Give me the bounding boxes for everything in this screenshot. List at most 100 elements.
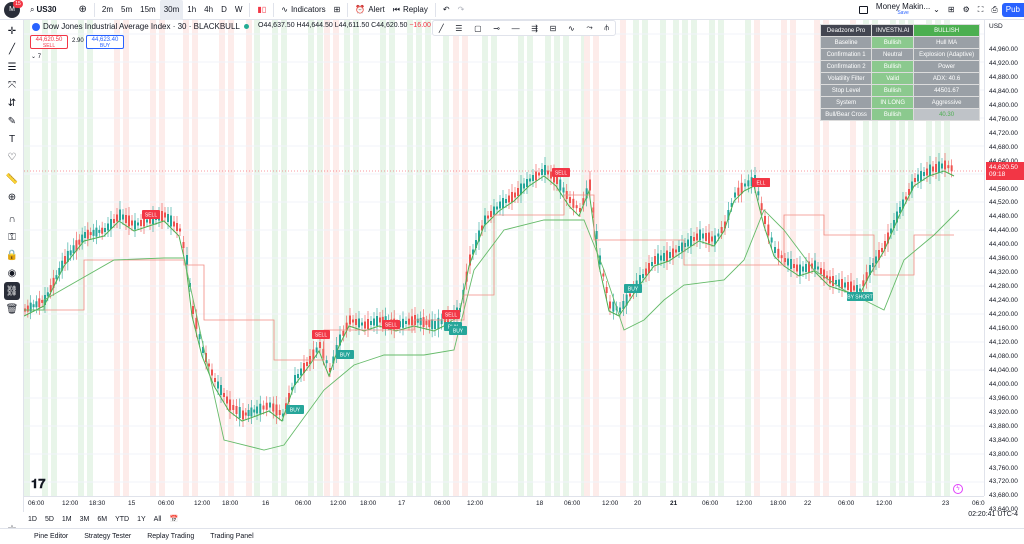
- horizontal-ray-icon[interactable]: ⊸: [493, 23, 500, 33]
- interval-4h[interactable]: 4h: [204, 5, 214, 14]
- sell-label: SELL: [42, 43, 56, 49]
- lock-icon[interactable]: 🔒: [5, 249, 19, 261]
- long-position-icon[interactable]: ⊟: [549, 23, 557, 33]
- link-icon[interactable]: ⛓: [4, 282, 20, 300]
- magnet-icon[interactable]: ∩: [8, 213, 16, 225]
- snapshot-button[interactable]: ⎙: [987, 0, 1001, 20]
- templates-button[interactable]: ⊞: [330, 0, 345, 20]
- ruler-icon[interactable]: 📏: [5, 173, 19, 185]
- range-All[interactable]: All: [153, 515, 162, 523]
- lightning-icon[interactable]: ϟ: [953, 484, 963, 494]
- drawing-toolbar: ✛ ╱ ☰ ⤧ ⇵ ✎ T ♡ 📏 ⊕ ∩ ⚿ 🔒 ◉ ⛓ 🗑 ☆: [0, 20, 24, 535]
- interval-D[interactable]: D: [221, 5, 227, 14]
- range-1M[interactable]: 1M: [61, 515, 72, 523]
- interval-30m[interactable]: 30m: [159, 0, 184, 20]
- crosshair-icon[interactable]: ✛: [7, 25, 17, 37]
- symbol-search[interactable]: ⌕ US30: [26, 0, 61, 20]
- chart-type-button[interactable]: ▮▯: [253, 0, 270, 20]
- interval-group: 2m 5m 15m 30m 1h 4h D W: [98, 0, 247, 20]
- redo-button[interactable]: ↷: [454, 0, 469, 20]
- candle-body: [823, 269, 825, 279]
- heart-icon[interactable]: ♡: [7, 151, 17, 163]
- candle-body: [223, 393, 225, 397]
- symbol-logo-icon: [32, 22, 40, 31]
- range-1D[interactable]: 1D: [28, 515, 37, 523]
- dashboard-cell: Bullish: [871, 36, 915, 49]
- countdown: 09:18: [989, 171, 1006, 178]
- time-tick: 20: [634, 500, 642, 507]
- candle-body: [887, 232, 889, 244]
- candle-body: [511, 192, 513, 202]
- interval-5m[interactable]: 5m: [121, 5, 133, 14]
- zoom-in-icon[interactable]: ⊕: [7, 191, 17, 203]
- tab-strategy-tester[interactable]: Strategy Tester: [84, 533, 132, 540]
- current-price: 44,620.50: [989, 164, 1018, 171]
- indicator-toggle[interactable]: ⌄ 7: [31, 53, 41, 60]
- fib-retracement-icon[interactable]: ☰: [455, 23, 463, 33]
- price-chart[interactable]: SELL BUY SELL BUY SELL BUY SELL BUY SELL BUY ELL BU…: [24, 20, 984, 496]
- price-axis[interactable]: USD 44,960.00 44,920.00 44,880.00 44,840.00…: [984, 20, 1024, 513]
- interval-15m[interactable]: 15m: [140, 5, 156, 14]
- trend-line-icon[interactable]: ╱: [438, 23, 444, 33]
- range-YTD[interactable]: YTD: [115, 515, 130, 523]
- candle-body: [645, 268, 647, 276]
- path-icon[interactable]: ∿: [567, 23, 575, 33]
- trash-icon[interactable]: 🗑: [5, 303, 19, 315]
- parallel-channel-icon[interactable]: ⇶: [531, 23, 538, 33]
- fib-icon[interactable]: ☰: [7, 61, 17, 73]
- pattern-icon[interactable]: ⤧: [8, 79, 16, 91]
- replay-button[interactable]: ⏮ Replay: [389, 0, 432, 20]
- candle-body: [416, 318, 419, 323]
- candle-body: [49, 285, 52, 293]
- candle-body: [672, 248, 674, 258]
- layout-name: Money Makin...: [875, 1, 931, 11]
- currency-label[interactable]: USD: [989, 23, 1003, 30]
- interval-2m[interactable]: 2m: [101, 5, 114, 14]
- undo-button[interactable]: ↶: [439, 0, 454, 20]
- settings-button[interactable]: ⚙: [959, 0, 974, 20]
- interval-1h[interactable]: 1h: [187, 5, 197, 14]
- ohlc-low: L44,611.50: [334, 22, 370, 29]
- avatar-wrap[interactable]: M 15: [0, 0, 26, 20]
- range-6M[interactable]: 6M: [97, 515, 108, 523]
- candle-body: [562, 187, 565, 193]
- buy-button[interactable]: 44,623.40 BUY: [86, 35, 124, 49]
- pitchfork-icon[interactable]: ⫛: [604, 23, 610, 32]
- lock-drawings-icon[interactable]: ⚿: [8, 231, 16, 243]
- compare-button[interactable]: ⊕: [75, 0, 91, 20]
- range-1Y[interactable]: 1Y: [137, 515, 146, 523]
- range-3M[interactable]: 3M: [79, 515, 90, 523]
- sell-button[interactable]: 44,620.50 SELL: [30, 35, 68, 49]
- tab-trading-panel[interactable]: Trading Panel: [210, 533, 254, 540]
- alert-button[interactable]: ⏰ Alert: [351, 0, 388, 20]
- range-5D[interactable]: 5D: [44, 515, 54, 523]
- layout-selector[interactable]: Money Makin... Save ⌄: [855, 0, 944, 20]
- text-icon[interactable]: T: [8, 133, 16, 145]
- interval-W[interactable]: W: [234, 5, 243, 14]
- trend-line-icon[interactable]: ╱: [8, 43, 16, 55]
- candle-body: [734, 192, 736, 198]
- tradingview-logo: 𝟏𝟕: [31, 476, 46, 491]
- publish-button[interactable]: Pub: [1001, 2, 1024, 17]
- clock[interactable]: 02:20:41 UTC-4: [968, 511, 1018, 518]
- tab-pine-editor[interactable]: Pine Editor: [34, 533, 69, 540]
- brush-tool-icon[interactable]: ⤳: [586, 23, 593, 32]
- time-axis[interactable]: 06:00 12:00 18:30 15 06:00 12:00 18:00 16 06:00 1…: [24, 496, 985, 510]
- fullscreen-button[interactable]: ⛶: [974, 0, 988, 20]
- calendar-icon[interactable]: 📅: [169, 516, 179, 523]
- indicators-button[interactable]: ∿ Indicators: [277, 0, 329, 20]
- rectangle-icon[interactable]: ▢: [474, 23, 482, 33]
- projection-icon[interactable]: ⇵: [7, 97, 17, 109]
- brush-icon[interactable]: ✎: [7, 115, 17, 127]
- chart-menu-button[interactable]: ⊞: [944, 0, 959, 20]
- tab-replay-trading[interactable]: Replay Trading: [147, 533, 195, 540]
- candle-body: [342, 330, 345, 336]
- candle-body: [651, 262, 653, 266]
- horizontal-line-icon[interactable]: —: [511, 23, 520, 33]
- candle-body: [95, 227, 98, 237]
- symbol-legend[interactable]: Dow Jones Industrial Average Index · 30 …: [32, 22, 249, 31]
- eye-icon[interactable]: ◉: [7, 267, 17, 279]
- candle-body: [747, 180, 750, 187]
- dashboard-cell: Baseline: [819, 36, 873, 49]
- price-tick: 44,360.00: [989, 255, 1018, 263]
